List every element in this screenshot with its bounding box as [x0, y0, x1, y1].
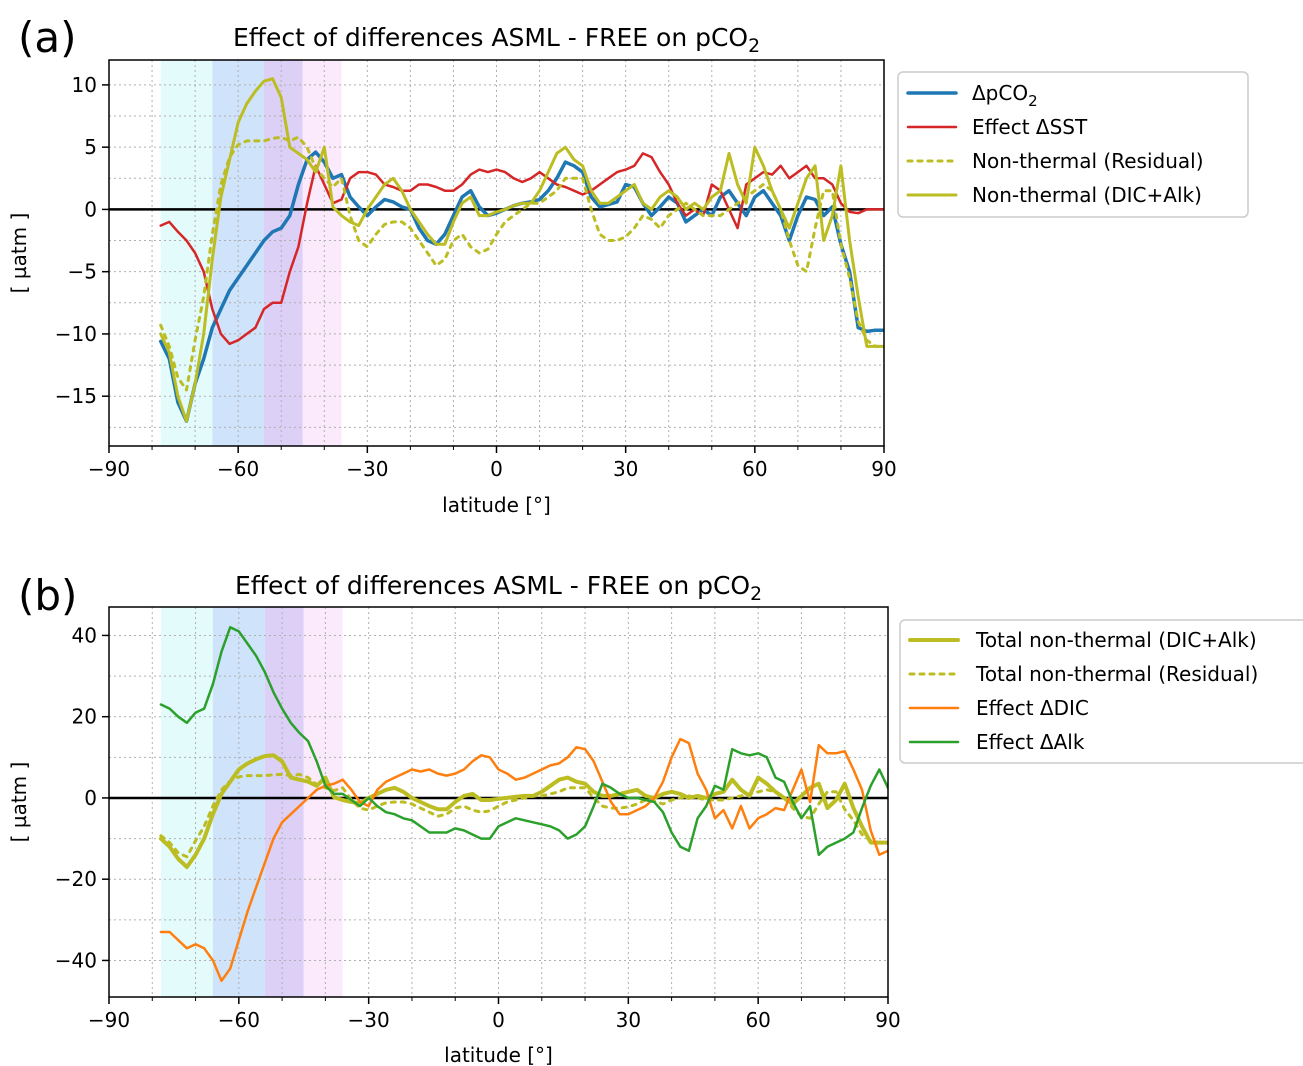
- legend-entry-3: Non-thermal (DIC+Alk): [972, 183, 1202, 207]
- x-tick-label: 90: [871, 457, 896, 481]
- x-tick-label: 60: [745, 1008, 770, 1032]
- x-axis-label: latitude [°]: [444, 1043, 553, 1066]
- series-line-3: [159, 626, 888, 857]
- x-tick-label: 0: [490, 457, 503, 481]
- legend-entry-0: ΔpCO2: [972, 81, 1038, 110]
- legend-entry-0-sub: 2: [1028, 92, 1038, 110]
- legend-entry-2-main: Effect ΔDIC: [976, 696, 1089, 720]
- y-tick-label: −20: [55, 867, 97, 891]
- panel-b: −90 −60 −30 0 30 60 90 −40 −20 0 20 40 latitude [°] […: [7, 571, 1303, 1066]
- x-axis-label: latitude [°]: [442, 493, 551, 517]
- legend-entry-2: Effect ΔDIC: [976, 696, 1089, 720]
- y-tick-label: −40: [55, 948, 97, 972]
- chart-title: Effect of differences ASML - FREE on pCO…: [235, 571, 762, 605]
- series-line-2: [159, 737, 888, 983]
- legend: Total non-thermal (DIC+Alk) Total non-the…: [899, 619, 1303, 764]
- x-tick-label: −60: [218, 1008, 260, 1032]
- legend-entry-1: Total non-thermal (Residual): [975, 662, 1258, 686]
- chart-title: Effect of differences ASML - FREE on pCO…: [233, 23, 760, 57]
- chart-title-sub: 2: [748, 36, 760, 57]
- y-tick-label: −5: [68, 260, 97, 284]
- legend-entry-0: Total non-thermal (DIC+Alk): [975, 628, 1257, 652]
- latitude-band-3: [302, 60, 342, 446]
- y-axis-label: [ µatm ]: [7, 762, 31, 843]
- x-tick-label: −30: [348, 1008, 390, 1032]
- x-tick-label: 30: [616, 1008, 641, 1032]
- panel-label: (a): [18, 13, 77, 62]
- grid: [108, 607, 889, 997]
- x-tick-label: 90: [875, 1008, 900, 1032]
- chart-title-main: Effect of differences ASML - FREE on pCO: [235, 571, 750, 600]
- y-tick-label: 10: [72, 73, 97, 97]
- legend-entry-1-main: Total non-thermal (Residual): [975, 662, 1258, 686]
- y-tick-label: 20: [72, 705, 97, 729]
- x-tick-label: 30: [613, 457, 638, 481]
- series-line-1: [159, 152, 884, 346]
- legend-entry-2-main: Non-thermal (Residual): [972, 149, 1204, 173]
- legend-entry-0-main: Total non-thermal (DIC+Alk): [975, 628, 1257, 652]
- y-tick-label: 0: [84, 786, 97, 810]
- x-tick-label: 60: [742, 457, 767, 481]
- legend-entry-3: Effect ΔAlk: [976, 730, 1085, 754]
- panel-a: −90 −60 −30 0 30 60 90 −15 −10 −5 0 5 10 latitude [°]…: [7, 13, 1249, 517]
- series-group: [158, 77, 884, 423]
- series-line-2: [159, 135, 884, 392]
- chart-title-main: Effect of differences ASML - FREE on pCO: [233, 23, 748, 52]
- series-group: [158, 626, 888, 983]
- latitude-band-0: [160, 60, 213, 446]
- x-tick-label: −90: [88, 1008, 130, 1032]
- x-tick-label: −60: [217, 457, 259, 481]
- latitude-band-0: [160, 607, 213, 997]
- y-tick-label: −10: [55, 322, 97, 346]
- legend-frame: [899, 619, 1303, 764]
- legend: ΔpCO2 Effect ΔSST Non-thermal (Residual) No…: [897, 71, 1249, 218]
- latitude-band-3: [303, 607, 343, 997]
- legend-entry-3-main: Non-thermal (DIC+Alk): [972, 183, 1202, 207]
- legend-entry-1-main: Effect ΔSST: [972, 115, 1088, 139]
- legend-entry-3-main: Effect ΔAlk: [976, 730, 1085, 754]
- y-tick-label: 0: [84, 197, 97, 221]
- panel-label: (b): [18, 571, 77, 620]
- y-tick-label: 40: [72, 623, 97, 647]
- latitude-band-2: [264, 607, 304, 997]
- y-tick-label: 5: [84, 135, 97, 159]
- legend-entry-1: Effect ΔSST: [972, 115, 1088, 139]
- y-tick-label: −15: [55, 384, 97, 408]
- x-tick-label: −90: [88, 457, 130, 481]
- series-line-1: [159, 772, 888, 859]
- chart-title-sub: 2: [750, 584, 762, 605]
- legend-frame: [897, 71, 1249, 218]
- y-axis-label: [ µatm ]: [7, 213, 31, 294]
- legend-entry-2: Non-thermal (Residual): [972, 149, 1204, 173]
- x-tick-label: −30: [346, 457, 388, 481]
- x-tick-label: 0: [492, 1008, 505, 1032]
- series-line-3: [159, 77, 884, 423]
- series-line-0: [158, 753, 888, 869]
- legend-entry-0-main: ΔpCO: [972, 81, 1028, 105]
